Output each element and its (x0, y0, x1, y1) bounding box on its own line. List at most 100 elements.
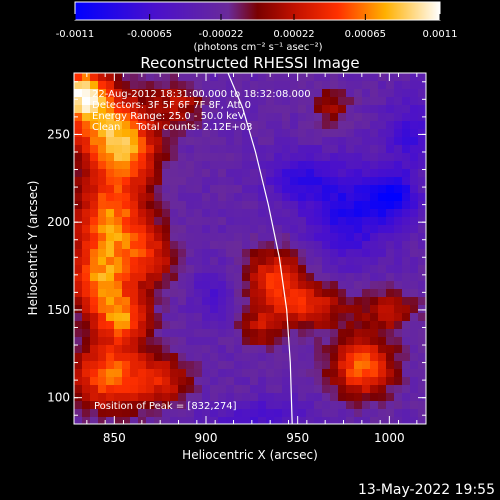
heatmap-cell (354, 81, 362, 89)
heatmap-cell (106, 81, 114, 89)
heatmap-cell (122, 81, 130, 89)
heatmap-cell (386, 161, 394, 169)
heatmap-cell (330, 241, 338, 249)
heatmap-cell (194, 241, 202, 249)
heatmap-cell (234, 345, 242, 353)
heatmap-cell (410, 297, 418, 305)
heatmap-cell (314, 153, 322, 161)
heatmap-cell (322, 177, 330, 185)
heatmap-cell (330, 409, 338, 417)
colorbar-ticks: -0.0011 -0.00065 -0.00022 0.00022 0.00065 0.0… (56, 14, 458, 40)
heatmap-cell (186, 233, 194, 241)
heatmap-cell (98, 329, 106, 337)
heatmap-cell (170, 177, 178, 185)
heatmap-cell (242, 273, 250, 281)
heatmap-cell (354, 377, 362, 385)
heatmap-cell (274, 201, 282, 209)
heatmap-cell (154, 137, 162, 145)
heatmap-cell (378, 233, 386, 241)
heatmap-cell (114, 225, 122, 233)
heatmap-cell (162, 145, 170, 153)
heatmap-cell (330, 337, 338, 345)
heatmap-cell (410, 377, 418, 385)
heatmap-cell (386, 353, 394, 361)
heatmap-cell (138, 281, 146, 289)
heatmap-cell (274, 193, 282, 201)
heatmap-cell (122, 401, 130, 409)
heatmap-cell (226, 305, 234, 313)
heatmap-cell (282, 337, 290, 345)
heatmap-cell (258, 241, 266, 249)
heatmap-cell (346, 281, 354, 289)
heatmap-cell (114, 185, 122, 193)
heatmap-cell (378, 225, 386, 233)
heatmap-cell (186, 121, 194, 129)
heatmap-cell (266, 201, 274, 209)
heatmap-cell (226, 369, 234, 377)
heatmap-cell (386, 393, 394, 401)
heatmap-cell (90, 353, 98, 361)
heatmap-cell (90, 113, 98, 121)
heatmap-cell (386, 129, 394, 137)
heatmap-cell (362, 209, 370, 217)
heatmap-cell (362, 305, 370, 313)
heatmap-cell (82, 337, 90, 345)
heatmap-cell (90, 377, 98, 385)
heatmap-cell (298, 393, 306, 401)
heatmap-cell (418, 185, 426, 193)
heatmap-cell (346, 153, 354, 161)
heatmap-cell (154, 337, 162, 345)
heatmap-cell (418, 417, 426, 424)
heatmap-cell (322, 257, 330, 265)
heatmap-cell (378, 393, 386, 401)
heatmap-cell (82, 233, 90, 241)
heatmap-cell (186, 417, 194, 424)
heatmap-cell (274, 161, 282, 169)
heatmap-cell (330, 97, 338, 105)
heatmap (74, 73, 426, 424)
heatmap-cell (114, 297, 122, 305)
heatmap-cell (250, 129, 258, 137)
heatmap-cell (338, 233, 346, 241)
heatmap-cell (354, 137, 362, 145)
heatmap-cell (90, 393, 98, 401)
heatmap-cell (98, 241, 106, 249)
heatmap-cell (274, 121, 282, 129)
heatmap-cell (106, 145, 114, 153)
heatmap-cell (330, 145, 338, 153)
heatmap-cell (122, 145, 130, 153)
heatmap-cell (186, 209, 194, 217)
heatmap-cell (346, 241, 354, 249)
heatmap-cell (202, 225, 210, 233)
heatmap-cell (154, 145, 162, 153)
heatmap-cell (194, 289, 202, 297)
heatmap-cell (82, 329, 90, 337)
heatmap-cell (154, 249, 162, 257)
heatmap-cell (218, 217, 226, 225)
heatmap-cell (130, 241, 138, 249)
heatmap-cell (330, 209, 338, 217)
heatmap-cell (90, 105, 98, 113)
heatmap-cell (418, 105, 426, 113)
heatmap-cell (178, 385, 186, 393)
heatmap-cell (274, 385, 282, 393)
heatmap-cell (210, 353, 218, 361)
heatmap-cell (90, 193, 98, 201)
heatmap-cell (322, 353, 330, 361)
heatmap-cell (282, 145, 290, 153)
heatmap-cell (258, 289, 266, 297)
heatmap-cell (274, 273, 282, 281)
heatmap-cell (370, 73, 378, 81)
heatmap-cell (162, 249, 170, 257)
heatmap-cell (130, 185, 138, 193)
heatmap-cell (202, 97, 210, 105)
heatmap-cell (282, 161, 290, 169)
heatmap-cell (266, 145, 274, 153)
heatmap-cell (306, 313, 314, 321)
heatmap-cell (298, 409, 306, 417)
heatmap-cell (114, 393, 122, 401)
heatmap-cell (186, 169, 194, 177)
heatmap-cell (74, 73, 82, 81)
heatmap-cell (170, 329, 178, 337)
heatmap-cell (370, 113, 378, 121)
